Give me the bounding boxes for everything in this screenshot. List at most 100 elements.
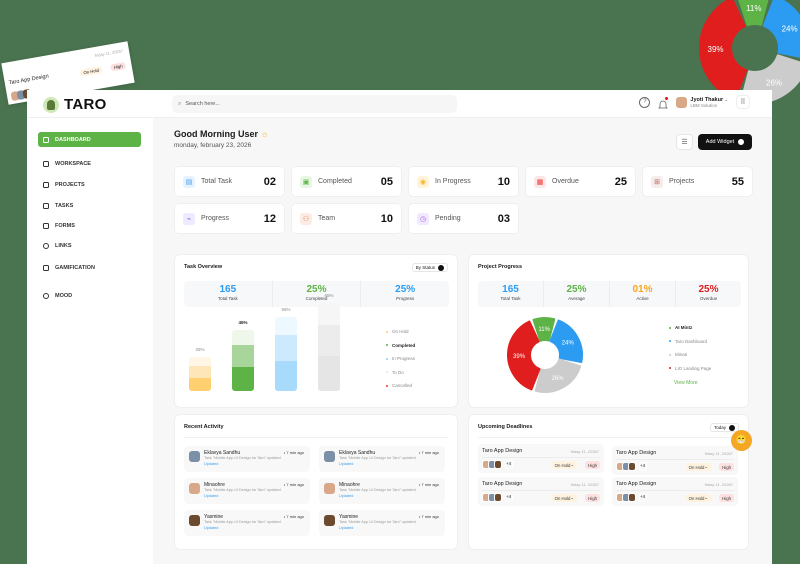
legend-item: To Do [386, 366, 415, 380]
status-badge: Updated [204, 462, 219, 466]
stat-label: Total Task [201, 178, 232, 185]
sidebar-item-mood[interactable]: MOOD [38, 288, 141, 303]
kpi-item: 25% Overdue [698, 284, 719, 301]
stat-label: Projects [669, 178, 695, 185]
task-overview-title: Task Overview [184, 264, 223, 270]
activity-item[interactable]: Minaohre Task "Mobile App UI Design for … [184, 478, 310, 504]
stat-value: 12 [263, 212, 276, 225]
timestamp: • 7 min ago [283, 514, 304, 519]
svg-text:26%: 26% [766, 78, 782, 87]
assignee-avatars: +4 [616, 462, 647, 471]
status-badge: Updated [339, 494, 354, 498]
view-more-link[interactable]: View More [674, 380, 698, 386]
add-widget-button[interactable]: Add Widget [698, 134, 752, 150]
status-dropdown[interactable]: On Hold ⌄ [685, 494, 711, 502]
legend-item: In Progress [386, 352, 415, 366]
deadline-item[interactable]: Taro App Design friday 11, 20267 +4 On H… [478, 477, 604, 506]
deadline-item[interactable]: Taro App Design friday 11, 20267 +4 On H… [612, 477, 738, 506]
task-kpis: 165 Total Task 25% Completed 25% Progress [184, 281, 449, 307]
current-date: monday, february 23, 2026 [174, 142, 252, 149]
status-dropdown[interactable]: On Hold ⌄ [551, 461, 577, 469]
sidebar-item-forms[interactable]: FORMS [38, 218, 141, 233]
stat-card-total-task[interactable]: ▤ Total Task 02 [174, 166, 285, 197]
stat-value: 05 [380, 175, 393, 188]
avatar [189, 483, 200, 494]
stat-label: In Progress [435, 178, 471, 185]
sidebar-item-projects[interactable]: PROJECTS [38, 177, 141, 192]
avatar [324, 515, 335, 526]
top-bar: TARO ⌕ ? Jyoti Thakur ⌄ LBM Solution ⠿ [27, 90, 772, 118]
svg-text:24%: 24% [782, 25, 798, 34]
svg-text:11%: 11% [746, 4, 761, 13]
apps-grid-button[interactable]: ⠿ [736, 95, 750, 109]
timestamp: • 7 min ago [418, 482, 439, 487]
stat-card-progress[interactable]: ⌁ Progress 12 [174, 203, 285, 234]
assignee-avatars: +4 [482, 460, 513, 469]
bar-to-do[interactable] [318, 303, 340, 391]
chevron-down-icon: ⌄ [724, 96, 728, 102]
avatar [189, 451, 200, 462]
app-logo[interactable]: TARO [43, 96, 107, 113]
logo-avatar-icon [43, 96, 59, 113]
stat-value: 02 [263, 175, 276, 188]
dashboard-icon [43, 136, 49, 143]
status-dropdown[interactable]: On Hold ⌄ [685, 463, 711, 471]
activity-item[interactable]: Minaohre Task "Mobile App UI Design for … [319, 478, 445, 504]
legend-item: LIO Landing Page [669, 362, 711, 376]
sidebar-item-workspace[interactable]: WORKSPACE [38, 156, 141, 171]
project-progress-card: Project Progress 165 Total Task 25% Average… [468, 254, 749, 408]
bar-in-progress[interactable] [275, 316, 297, 391]
project-legend: AI Mintz Taro Dashboard Minati LIO Landing … [669, 321, 711, 375]
stat-card-pending[interactable]: ◷ Pending 03 [408, 203, 519, 234]
kpi-item: 25% Average [544, 281, 610, 307]
bar-on-hold[interactable] [189, 357, 211, 391]
status-dropdown[interactable]: On Hold ⌄ [551, 494, 577, 502]
search-input[interactable] [185, 101, 446, 107]
briefcase-icon [43, 160, 49, 167]
deadline-item[interactable]: Taro App Design friday 11, 20267 +4 On H… [478, 444, 604, 473]
today-dropdown[interactable]: Today [709, 423, 739, 432]
user-menu[interactable]: Jyoti Thakur ⌄ LBM Solution [676, 96, 728, 108]
svg-text:11%: 11% [538, 327, 550, 333]
priority-badge: High [719, 494, 734, 502]
recent-activity-title: Recent Activity [184, 424, 224, 430]
stat-card-in-progress[interactable]: ◉ In Progress 10 [408, 166, 519, 197]
document-icon [43, 181, 49, 188]
page-title: Good Morning User ☼ [174, 129, 269, 139]
deadline-item[interactable]: Taro App Design friday 11, 20267 +4 On H… [612, 446, 738, 475]
help-icon[interactable]: ? [639, 96, 651, 108]
status-badge: Updated [204, 494, 219, 498]
svg-text:26%: 26% [552, 376, 565, 382]
filter-settings-button[interactable]: ☰ [676, 134, 693, 150]
sidebar-item-gamification[interactable]: GAMIFICATION [38, 260, 141, 275]
in-progress-icon: ◉ [417, 175, 429, 188]
timestamp: • 7 min ago [283, 482, 304, 487]
bar-value-label: 65% [324, 293, 334, 299]
bar-completed[interactable] [232, 330, 254, 391]
activity-item[interactable]: Eklavya Sandhu Task "Mobile App UI Desig… [319, 446, 445, 472]
stat-card-projects[interactable]: ⊞ Projects 55 [642, 166, 753, 197]
assignee-avatars: +4 [616, 493, 647, 502]
status-badge: Updated [204, 526, 219, 530]
sidebar-item-dashboard[interactable]: DASHBOARD [38, 132, 141, 147]
activity-item[interactable]: Yasmine Task "Mobile App UI Design for T… [319, 510, 445, 536]
legend-item: Completed [386, 339, 415, 353]
stat-card-completed[interactable]: ▣ Completed 05 [291, 166, 402, 197]
mood-emoji-button[interactable]: 😁 [731, 430, 752, 451]
activity-item[interactable]: Yasmine Task "Mobile App UI Design for T… [184, 510, 310, 536]
kpi-item: 01% Active [610, 281, 676, 307]
activity-item[interactable]: Eklavya Sandhu Task "Mobile App UI Desig… [184, 446, 310, 472]
stat-value: 03 [497, 212, 510, 225]
stat-card-team[interactable]: ⚇ Team 10 [291, 203, 402, 234]
stat-card-overdue[interactable]: ▦ Overdue 25 [525, 166, 636, 197]
upcoming-deadlines-card: Upcoming Deadlines Today Taro App Design… [468, 414, 749, 550]
sidebar-item-links[interactable]: LINKS [38, 238, 141, 253]
priority-badge: High [585, 461, 600, 469]
legend-item: AI Mintz [669, 321, 711, 335]
notification-bell-icon[interactable] [658, 96, 669, 108]
floating-card-date: friday 11, 20267 [94, 48, 124, 59]
by-status-dropdown[interactable]: By Status [411, 263, 448, 272]
user-avatar [676, 96, 688, 108]
sidebar-item-tasks[interactable]: TASKS [38, 198, 141, 213]
search-bar[interactable]: ⌕ [172, 95, 457, 113]
